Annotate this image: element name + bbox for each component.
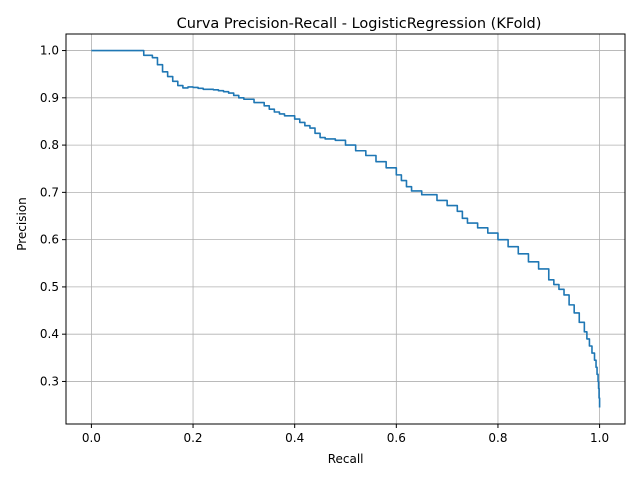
- x-tick-label: 0.2: [183, 431, 202, 445]
- x-tick-label: 0.6: [387, 431, 406, 445]
- y-tick-label: 0.8: [40, 138, 59, 152]
- y-ticks: 0.3 0.4 0.5 0.6 0.7 0.8 0.9 1.0: [40, 44, 66, 388]
- y-tick-label: 0.3: [40, 374, 59, 388]
- x-tick-label: 1.0: [590, 431, 609, 445]
- y-tick-label: 1.0: [40, 44, 59, 58]
- y-tick-label: 0.9: [40, 91, 59, 105]
- x-axis-label: Recall: [328, 452, 364, 466]
- y-tick-label: 0.6: [40, 233, 59, 247]
- pr-curve-line: [91, 49, 601, 408]
- series-layer: [91, 49, 601, 408]
- x-ticks: 0.0 0.2 0.4 0.6 0.8 1.0: [82, 424, 609, 445]
- y-axis-label: Precision: [15, 197, 29, 251]
- x-tick-label: 0.4: [285, 431, 304, 445]
- chart-title: Curva Precision-Recall - LogisticRegress…: [177, 16, 542, 32]
- x-tick-label: 0.8: [488, 431, 507, 445]
- y-tick-label: 0.4: [40, 327, 59, 341]
- x-tick-label: 0.0: [82, 431, 101, 445]
- y-tick-label: 0.5: [40, 280, 59, 294]
- axes-frame: [65, 33, 626, 425]
- y-tick-label: 0.7: [40, 185, 59, 199]
- grid: [66, 34, 625, 424]
